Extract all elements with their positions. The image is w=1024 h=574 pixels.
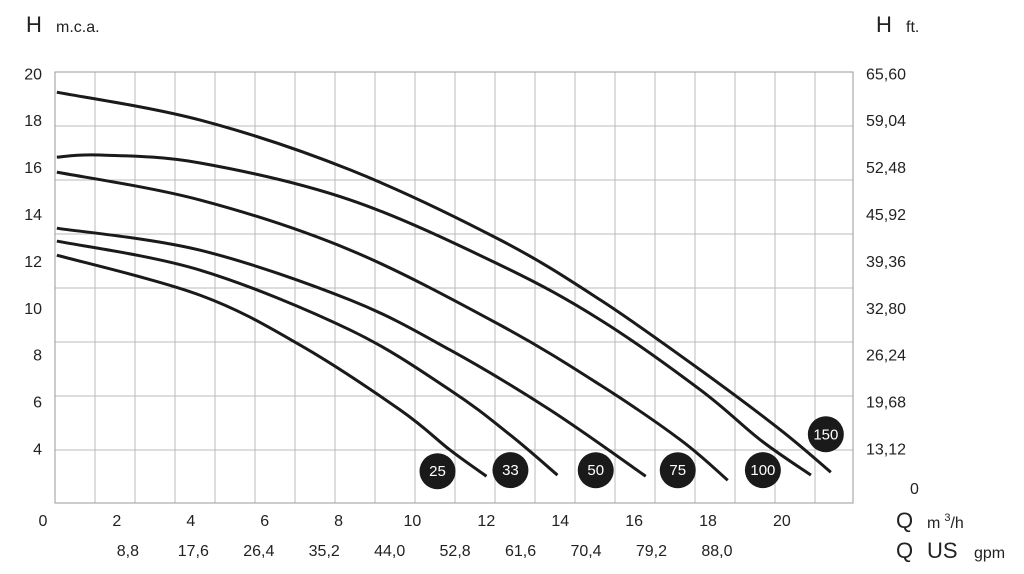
curve-label-badge — [744, 452, 781, 489]
curve-label: 25 — [429, 463, 446, 480]
y2-unit: ft. — [906, 19, 919, 36]
x-tick-label: 0 — [39, 513, 48, 530]
curve-label-badge — [659, 452, 696, 489]
curve — [56, 239, 559, 477]
x2-tick-label: 44,0 — [374, 543, 405, 560]
y-tick-label: 16 — [24, 160, 42, 177]
y2-tick-label: 19,68 — [866, 395, 906, 412]
x-tick-label: 4 — [186, 513, 195, 530]
y2-symbol: H — [876, 12, 892, 37]
grid — [55, 72, 853, 503]
curve-label-badge — [419, 453, 456, 490]
y-tick-label: 18 — [24, 113, 42, 130]
y2-origin-label: 0 — [910, 481, 919, 498]
x-tick-label: 10 — [404, 513, 422, 530]
x-symbol: Q — [896, 508, 913, 533]
y2-tick-label: 13,12 — [866, 441, 906, 458]
curve — [56, 153, 812, 477]
curve — [56, 253, 488, 478]
y-tick-label: 4 — [33, 441, 42, 458]
y2-tick-label: 45,92 — [866, 207, 906, 224]
y-tick-label: 12 — [24, 254, 42, 271]
y2-tick-label: 26,24 — [866, 348, 906, 365]
x-tick-label: 6 — [260, 513, 269, 530]
curve-label: 33 — [502, 462, 519, 479]
y-tick-label: 20 — [24, 66, 42, 83]
curve-label: 50 — [587, 462, 604, 479]
curve — [56, 170, 729, 482]
x-tick-label: 2 — [112, 513, 121, 530]
y2-tick-label: 39,36 — [866, 254, 906, 271]
x2-tick-label: 79,2 — [636, 543, 667, 560]
y-tick-label: 6 — [33, 395, 42, 412]
x-tick-label: 8 — [334, 513, 343, 530]
curve-label-badge — [577, 452, 614, 489]
curve — [56, 90, 832, 474]
y-tick-label: 14 — [24, 207, 42, 224]
curve-label: 75 — [669, 462, 686, 479]
curve-label-badge — [492, 452, 529, 489]
x2-mid: US — [927, 538, 958, 563]
x2-tick-label: 17,6 — [178, 543, 209, 560]
x2-unit: gpm — [974, 545, 1005, 562]
x-unit-base: m — [927, 515, 940, 532]
x2-tick-label: 70,4 — [570, 543, 601, 560]
x-tick-label: 16 — [625, 513, 643, 530]
y2-tick-label: 59,04 — [866, 113, 906, 130]
x-tick-label: 18 — [699, 513, 717, 530]
x-tick-label: 12 — [477, 513, 495, 530]
y-tick-label: 10 — [24, 301, 42, 318]
x-unit-sup: 3 — [944, 512, 950, 524]
curve — [56, 226, 647, 478]
curve-label-badge — [807, 416, 844, 453]
x2-tick-label: 26,4 — [243, 543, 274, 560]
curve-label: 150 — [813, 426, 838, 443]
x2-tick-label: 88,0 — [701, 543, 732, 560]
y2-tick-label: 65,60 — [866, 66, 906, 83]
y-unit: m.c.a. — [56, 19, 100, 36]
y2-tick-label: 52,48 — [866, 160, 906, 177]
x2-symbol: Q — [896, 538, 913, 563]
x2-tick-label: 8,8 — [117, 543, 139, 560]
x-unit: m 3/h — [927, 512, 964, 532]
x-tick-label: 14 — [551, 513, 569, 530]
x-unit-rest: /h — [950, 515, 963, 532]
y-symbol: H — [26, 12, 42, 37]
curve-label: 100 — [750, 462, 775, 479]
plot-frame — [54, 71, 854, 504]
x2-tick-label: 52,8 — [440, 543, 471, 560]
y2-tick-label: 32,80 — [866, 301, 906, 318]
x2-tick-label: 61,6 — [505, 543, 536, 560]
x2-tick-label: 35,2 — [309, 543, 340, 560]
y-tick-label: 8 — [33, 348, 42, 365]
x-tick-label: 20 — [773, 513, 791, 530]
